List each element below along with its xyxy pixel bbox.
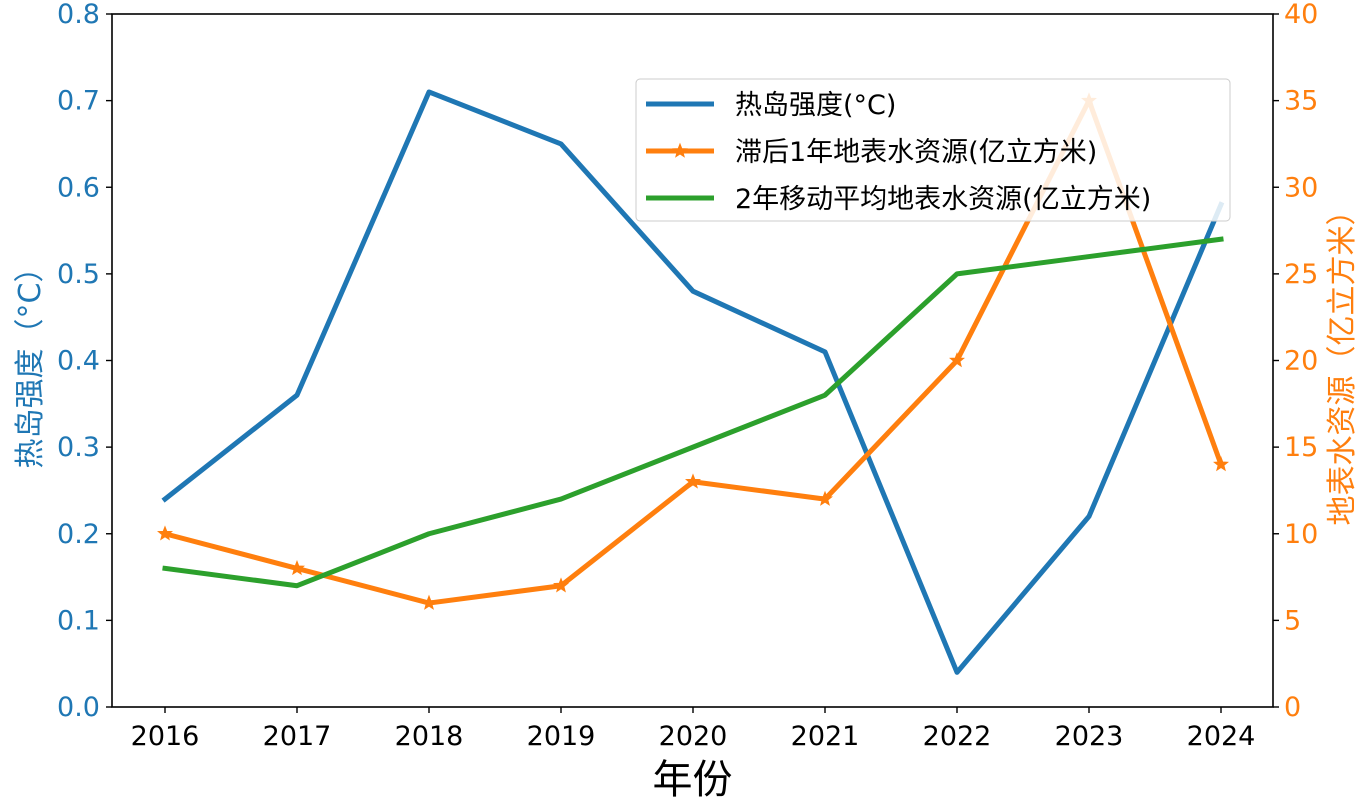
left-y-tick-label: 0.6 <box>57 172 100 203</box>
right-y-tick-label: 5 <box>1284 605 1301 636</box>
x-tick-label: 2021 <box>791 721 860 752</box>
right-y-tick-label: 15 <box>1284 432 1318 463</box>
series-line-0 <box>161 89 1225 675</box>
left-y-tick-label: 0.1 <box>57 605 100 636</box>
series-1-point-marker <box>157 525 173 541</box>
left-y-tick-label: 0.2 <box>57 519 100 550</box>
right-y-axis-title: 地表水资源（亿立方米） <box>1325 196 1360 526</box>
series-1-point-marker <box>289 560 305 576</box>
x-tick-label: 2018 <box>395 721 464 752</box>
legend: 热岛强度(°C) 滞后1年地表水资源(亿立方米) 2年移动平均地表水资源(亿立方米) <box>635 78 1231 222</box>
x-axis-title: 年份 <box>653 757 733 801</box>
legend-marker-1 <box>672 142 688 158</box>
right-y-tick-label: 40 <box>1284 0 1318 30</box>
right-y-tick-label: 30 <box>1284 172 1318 203</box>
x-tick-label: 2019 <box>527 721 596 752</box>
left-y-tick-label: 0.0 <box>57 692 100 723</box>
axes-layer: 0.0 0.1 0.2 0.3 0.4 0.5 0.6 0.7 0.8 0 5 10 15 20 25 30 3… <box>57 0 1318 752</box>
x-tick-label: 2020 <box>659 721 728 752</box>
x-tick-label: 2017 <box>263 721 332 752</box>
right-y-tick-label: 25 <box>1284 259 1318 290</box>
x-tick-label: 2023 <box>1055 721 1124 752</box>
legend-label-1: 滞后1年地表水资源(亿立方米) <box>735 137 1097 168</box>
right-y-tick-label: 35 <box>1284 86 1318 117</box>
left-y-tick-label: 0.4 <box>57 346 100 377</box>
series-1-point-marker <box>685 473 701 489</box>
left-y-tick-label: 0.5 <box>57 259 100 290</box>
series-1-point-marker <box>817 490 833 506</box>
x-tick-label: 2022 <box>923 721 992 752</box>
series-1-point-marker <box>421 594 437 610</box>
right-y-tick-label: 20 <box>1284 346 1318 377</box>
legend-label-0: 热岛强度(°C) <box>735 90 896 121</box>
series-line-2 <box>162 236 1224 589</box>
series-1-point-marker <box>553 577 569 593</box>
left-y-tick-label: 0.7 <box>57 86 100 117</box>
series-1-point-marker <box>1213 456 1229 472</box>
left-y-tick-label: 0.8 <box>57 0 100 30</box>
left-y-tick-label: 0.3 <box>57 432 100 463</box>
right-y-tick-label: 10 <box>1284 519 1318 550</box>
series-1-point-marker <box>949 352 965 368</box>
legend-label-2: 2年移动平均地表水资源(亿立方米) <box>735 184 1151 215</box>
legend-box <box>635 78 1231 222</box>
x-tick-label: 2024 <box>1187 721 1256 752</box>
right-y-tick-label: 0 <box>1284 692 1301 723</box>
left-y-axis-title: 热岛强度（°C） <box>13 253 48 469</box>
x-tick-label: 2016 <box>131 721 200 752</box>
